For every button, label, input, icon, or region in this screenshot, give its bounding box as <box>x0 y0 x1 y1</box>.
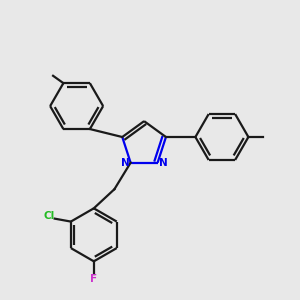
Text: Cl: Cl <box>44 211 55 221</box>
Text: F: F <box>90 274 98 284</box>
Text: N: N <box>158 158 167 168</box>
Text: N: N <box>121 158 130 168</box>
